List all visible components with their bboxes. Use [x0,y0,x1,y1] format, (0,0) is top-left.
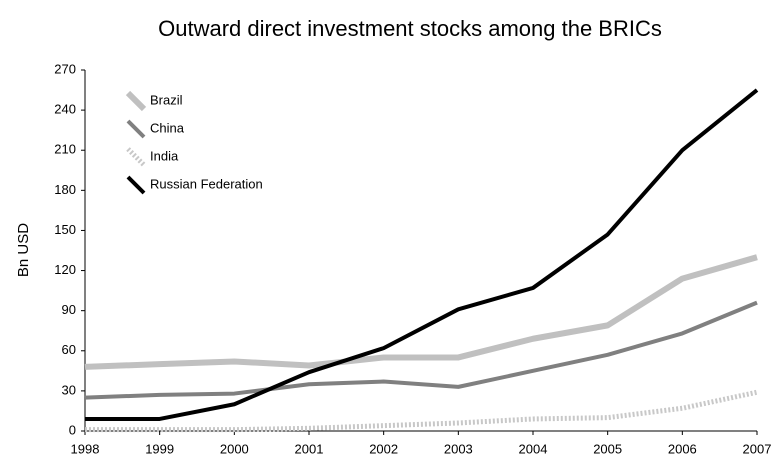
legend-swatch [125,90,147,112]
legend-swatch [126,175,146,195]
y-tick-label: 210 [54,142,76,157]
x-tick-label: 2003 [444,441,473,456]
y-tick-label: 180 [54,182,76,197]
y-axis-label: Bn USD [15,223,32,277]
legend-label: Russian Federation [150,176,263,191]
y-tick-label: 90 [62,302,76,317]
y-tick-label: 60 [62,342,76,357]
x-tick-label: 1999 [145,441,174,456]
x-tick-label: 2006 [668,441,697,456]
x-tick-label: 2005 [593,441,622,456]
x-tick-label: 2007 [743,441,772,456]
legend-label: China [150,120,185,135]
y-tick-label: 120 [54,262,76,277]
series-line [84,254,758,370]
series-line [84,300,758,400]
chart-title: Outward direct investment stocks among t… [158,16,662,41]
x-tick-label: 2002 [369,441,398,456]
y-tick-label: 150 [54,222,76,237]
x-tick-label: 2000 [220,441,249,456]
series-line [85,389,758,433]
x-tick-label: 2004 [519,441,548,456]
x-tick-label: 1998 [71,441,100,456]
y-tick-label: 0 [69,422,76,437]
y-tick-label: 240 [54,102,76,117]
y-tick-label: 30 [62,382,76,397]
legend-swatch [126,119,146,139]
legend-label: Brazil [150,92,183,107]
y-tick-label: 270 [54,61,76,76]
series-line [85,88,759,421]
legend-swatch [126,147,146,167]
legend-label: India [150,148,179,163]
x-tick-label: 2001 [295,441,324,456]
